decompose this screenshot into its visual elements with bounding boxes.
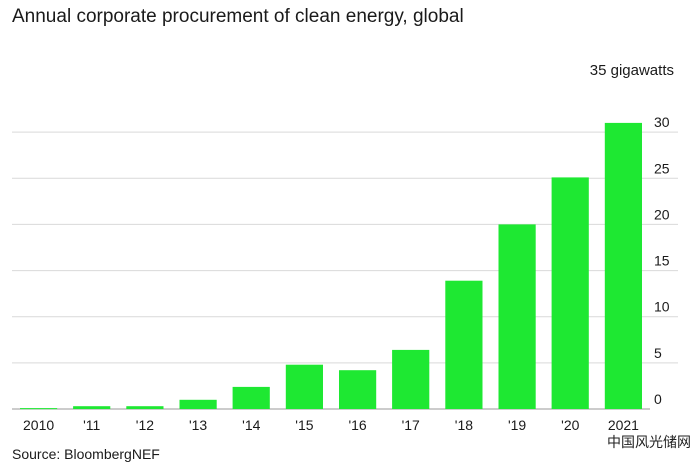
x-tick-label: '18: [455, 417, 473, 433]
y-axis-ticks: 0 5 10 15 20 25 30: [654, 114, 670, 407]
y-tick-label: 5: [654, 345, 662, 361]
x-tick-label: '11: [83, 417, 100, 433]
x-tick-label: '13: [189, 417, 207, 433]
x-tick-label: '15: [295, 417, 313, 433]
bars: [20, 122, 642, 410]
y-tick-label: 25: [654, 160, 670, 176]
bar-4: [232, 386, 270, 409]
bar-6: [339, 370, 377, 409]
y-tick-label: 0: [654, 391, 662, 407]
y-tick-label: 20: [654, 206, 670, 222]
bar-3: [179, 399, 217, 409]
bar-5: [285, 364, 323, 409]
x-tick-label: '14: [242, 417, 260, 433]
bar-8: [445, 280, 483, 409]
y-tick-label: 10: [654, 299, 670, 315]
bar-2: [126, 406, 164, 409]
y-axis-unit-label: 35 gigawatts: [590, 62, 674, 79]
y-tick-label: 15: [654, 253, 670, 269]
source-note: Source: BloombergNEF: [12, 446, 160, 462]
x-tick-label: '19: [508, 417, 526, 433]
x-tick-label: '12: [136, 417, 154, 433]
x-axis-ticks: 2010 '11 '12 '13 '14 '15 '16 '17 '18 '19 '20 2021: [23, 417, 639, 433]
bar-11: [604, 122, 642, 410]
bar-0: [20, 408, 58, 410]
x-tick-label: 2010: [23, 417, 54, 433]
watermark-text: 中国风光储网: [607, 435, 691, 451]
x-tick-label: '16: [348, 417, 366, 433]
chart-title: Annual corporate procurement of clean en…: [12, 6, 464, 27]
x-tick-label: '20: [561, 417, 579, 433]
bar-7: [392, 349, 430, 409]
x-tick-label: '17: [402, 417, 420, 433]
bar-9: [498, 224, 536, 409]
bar-1: [73, 406, 111, 409]
bar-10: [551, 177, 589, 409]
x-tick-label: 2021: [608, 417, 639, 433]
y-tick-label: 30: [654, 114, 670, 130]
